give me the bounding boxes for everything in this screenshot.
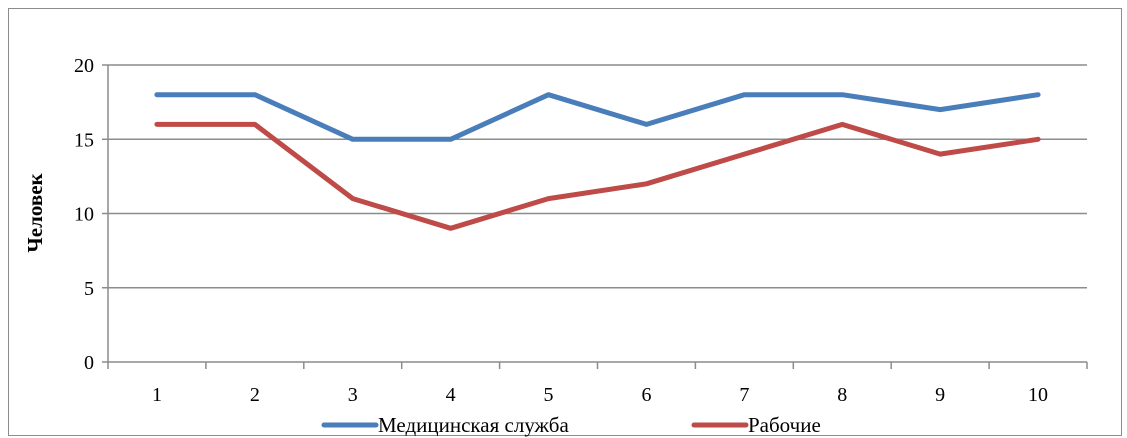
series-line-1 [154, 92, 1041, 142]
x-tick-label: 7 [739, 384, 749, 406]
axes [102, 64, 1088, 369]
x-tick-label: 4 [446, 384, 456, 406]
y-tick-label: 10 [74, 204, 94, 226]
series-line-2 [154, 121, 1041, 231]
x-tick-label: 8 [837, 384, 847, 406]
series-lines [154, 92, 1041, 231]
x-tick-label: 2 [250, 384, 260, 406]
x-tick-label: 10 [1028, 384, 1048, 406]
y-tick-label: 5 [84, 278, 94, 300]
y-axis-title: Человек [23, 172, 47, 252]
legend-label-2: Рабочие [748, 413, 821, 437]
x-tick-label: 3 [348, 384, 358, 406]
legend-label-1: Медицинская служба [378, 413, 569, 437]
x-tick-label: 5 [544, 384, 554, 406]
x-tick-label: 6 [641, 384, 651, 406]
tick-labels: 0 5 10 15 20 1 2 3 4 5 6 7 8 9 10 [74, 55, 1048, 406]
chart-frame [8, 8, 1122, 436]
x-tick-label: 9 [935, 384, 945, 406]
y-tick-label: 15 [74, 129, 94, 151]
y-tick-label: 20 [74, 55, 94, 77]
legend: Медицинская служба Рабочие [321, 413, 821, 437]
gridlines [108, 64, 1087, 289]
y-tick-label: 0 [84, 352, 94, 374]
x-tick-label: 1 [152, 384, 162, 406]
